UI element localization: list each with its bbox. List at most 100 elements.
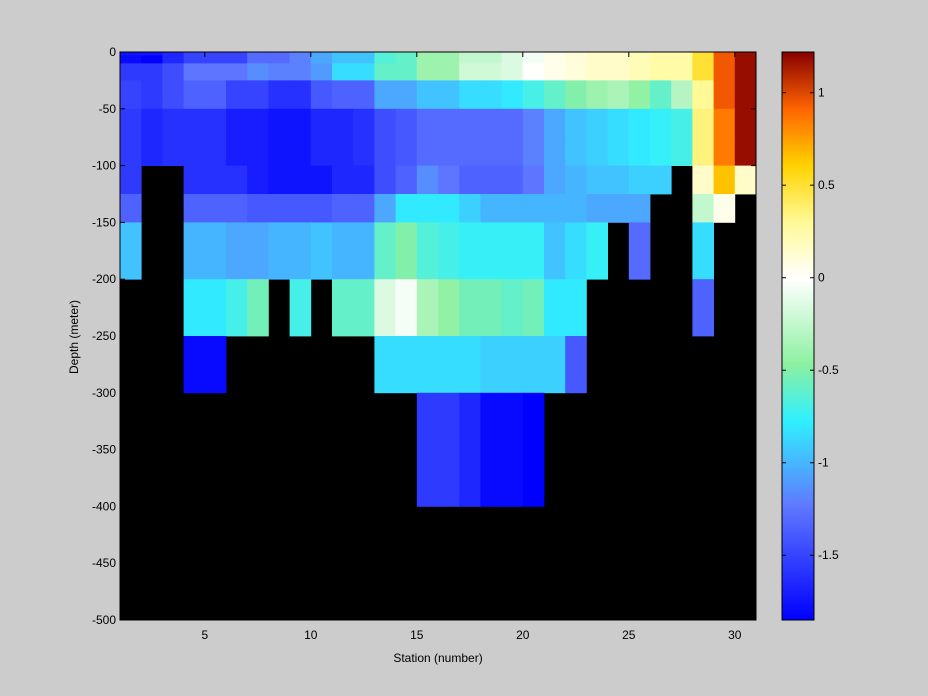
colorbar-tick-label: -0.5: [818, 363, 839, 377]
heatmap-cell: [459, 165, 481, 195]
heatmap-cell: [374, 55, 396, 64]
heatmap-cell: [183, 279, 206, 337]
heatmap-cell: [247, 80, 269, 110]
heatmap-cell: [459, 222, 481, 280]
heatmap-cell: [586, 108, 608, 138]
heatmap-cell: [480, 52, 502, 56]
heatmap-cell: [332, 222, 354, 280]
heatmap-cell: [395, 165, 418, 195]
heatmap-cell: [628, 108, 651, 138]
heatmap-cell: [374, 222, 396, 280]
heatmap-cell: [310, 165, 333, 195]
heatmap-cell: [204, 52, 227, 56]
heatmap-cell: [204, 63, 227, 81]
heatmap-cell: [247, 222, 269, 280]
heatmap-cell: [438, 279, 460, 337]
heatmap-cell: [162, 80, 184, 110]
heatmap-cell: [650, 80, 672, 110]
heatmap-cell: [480, 80, 502, 110]
heatmap-cell: [438, 52, 460, 56]
heatmap-cell: [628, 80, 651, 110]
heatmap-cell: [141, 137, 163, 166]
y-tick-label: -150: [92, 215, 116, 229]
heatmap-cell: [734, 55, 757, 64]
heatmap-cell: [141, 52, 163, 56]
heatmap-cell: [416, 336, 439, 394]
heatmap-cell: [226, 279, 248, 337]
heatmap-cell: [395, 222, 418, 280]
heatmap-cell: [522, 55, 545, 64]
heatmap-cell: [120, 80, 142, 110]
heatmap-cell: [289, 55, 312, 64]
heatmap-cell: [438, 137, 460, 166]
heatmap-cell: [438, 392, 460, 507]
heatmap-cell: [544, 52, 566, 56]
heatmap-cell: [416, 165, 439, 195]
heatmap-cell: [120, 222, 142, 280]
heatmap-cell: [734, 63, 757, 81]
heatmap-cell: [416, 392, 439, 507]
heatmap-cell: [353, 222, 375, 280]
heatmap-cell: [438, 336, 460, 394]
heatmap-cell: [501, 55, 524, 64]
heatmap-cell: [120, 137, 142, 166]
heatmap-cell: [162, 137, 184, 166]
heatmap-cell: [353, 194, 375, 223]
heatmap-cell: [692, 222, 714, 280]
heatmap-cell: [226, 137, 248, 166]
heatmap-cell: [650, 165, 672, 195]
heatmap-cell: [204, 194, 227, 223]
heatmap-cell: [374, 137, 396, 166]
heatmap-cell: [374, 279, 396, 337]
heatmap-cell: [268, 222, 290, 280]
colorbar-gradient: [781, 51, 815, 621]
y-axis: 0 -50 -100 -150 -200 -250 -300 -350 -400 -450 -500: [92, 45, 756, 627]
heatmap-cell: [120, 63, 142, 81]
heatmap-cell: [416, 279, 439, 337]
heatmap-cell: [204, 55, 227, 64]
heatmap-cell: [416, 137, 439, 166]
heatmap-cell: [692, 80, 714, 110]
heatmap-cell: [480, 392, 502, 507]
heatmap-cell: [671, 52, 693, 56]
heatmap-cell: [268, 52, 290, 56]
heatmap-cell: [416, 108, 439, 138]
heatmap-cell: [607, 165, 630, 195]
heatmap-cell: [501, 336, 524, 394]
heatmap-cell: [162, 108, 184, 138]
heatmap-cell: [522, 222, 545, 280]
heatmap-cell: [586, 80, 608, 110]
heatmap-cell: [120, 52, 142, 56]
heatmap-cell: [459, 194, 481, 223]
heatmap-cell: [607, 80, 630, 110]
heatmap-cell: [628, 165, 651, 195]
heatmap-cell: [692, 55, 714, 64]
heatmap-cell: [713, 55, 736, 64]
heatmap-cell: [650, 137, 672, 166]
heatmap-cell: [289, 279, 312, 337]
x-tick-label: 25: [622, 628, 636, 642]
heatmap-cell: [459, 55, 481, 64]
heatmap-cell: [289, 52, 312, 56]
heatmap-cell: [459, 63, 481, 81]
heatmap-cell: [395, 336, 418, 394]
heatmap-cell: [480, 108, 502, 138]
heatmap-cell: [565, 194, 587, 223]
heatmap-cell: [628, 222, 651, 280]
heatmap-cell: [395, 55, 418, 64]
heatmap-cell: [247, 137, 269, 166]
colorbar-ticks: 1 0.5 0 -0.5 -1 -1.5: [782, 86, 839, 562]
heatmap-cell: [522, 392, 545, 507]
heatmap-cell: [353, 137, 375, 166]
heatmap-cell: [289, 63, 312, 81]
heatmap-cell: [607, 55, 630, 64]
heatmap-cell: [650, 55, 672, 64]
heatmap-cell: [692, 137, 714, 166]
heatmap-cell: [332, 137, 354, 166]
heatmap-cell: [628, 55, 651, 64]
heatmap-cell: [438, 63, 460, 81]
heatmap-cell: [544, 165, 566, 195]
heatmap-cell: [650, 52, 672, 56]
heatmap-cell: [501, 279, 524, 337]
heatmap-cell: [438, 55, 460, 64]
